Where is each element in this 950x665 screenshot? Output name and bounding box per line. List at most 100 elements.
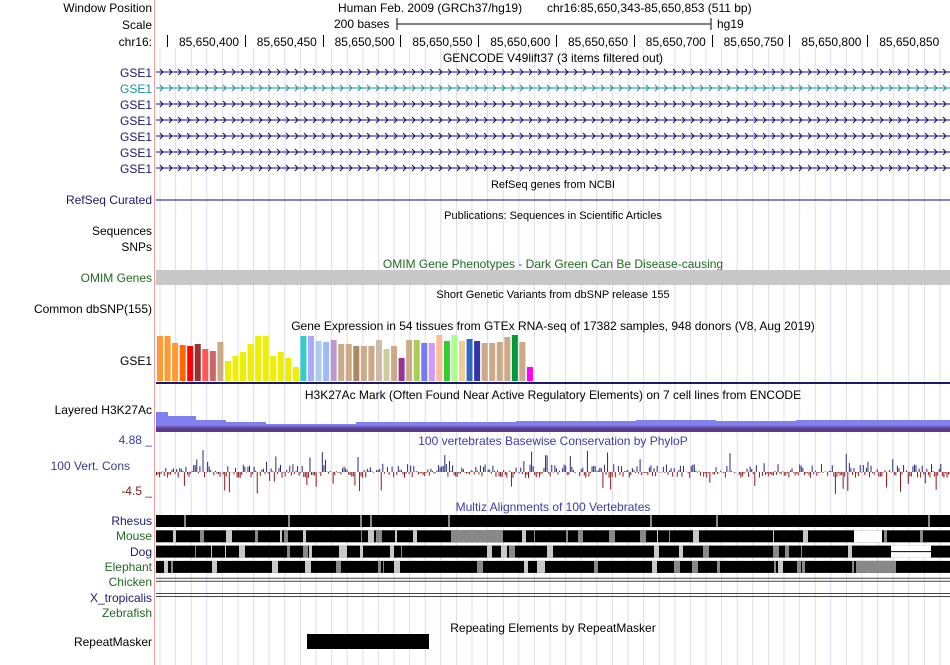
gtex-bar[interactable] [255,336,262,381]
refseq-track[interactable] [156,193,950,207]
gtex-bar[interactable] [262,336,269,381]
dbsnp-label[interactable]: Common dbSNP(155) [33,302,152,316]
gtex-bar[interactable] [187,346,194,381]
gtex-bar[interactable] [217,342,224,381]
gtex-bar[interactable] [202,349,209,381]
gtex-bar[interactable] [360,346,367,381]
gencode-item-label[interactable]: GSE1 [119,130,152,144]
gtex-bar[interactable] [172,343,179,381]
phylop-label[interactable]: 100 Vert. Cons [50,459,130,473]
phylop-track[interactable] [156,446,950,498]
omim-label[interactable]: OMIM Genes [80,271,152,285]
gtex-bar[interactable] [383,349,390,381]
gtex-bar[interactable] [338,344,345,381]
gtex-bar[interactable] [270,356,277,381]
multiz-species-label[interactable]: Mouse [115,529,152,544]
gtex-track[interactable] [156,334,950,386]
gtex-bar[interactable] [474,341,481,381]
multiz-species-row[interactable] [156,593,950,597]
phylop-mark [652,472,653,476]
gtex-bar[interactable] [368,346,375,381]
gtex-bar[interactable] [504,337,511,381]
repeatmasker-label[interactable]: RepeatMasker [73,635,152,649]
gtex-bar[interactable] [436,335,443,381]
repeat-element[interactable] [307,634,429,649]
multiz-species-row[interactable] [156,515,950,527]
gtex-bar[interactable] [209,351,216,381]
gtex-bar[interactable] [353,346,360,381]
gencode-transcript[interactable] [156,132,950,140]
gtex-bar[interactable] [240,352,247,381]
gencode-transcript[interactable] [156,116,950,124]
snps-label[interactable]: SNPs [121,240,152,254]
ruler-tick-label: 85,650,850 [879,35,940,49]
gencode-item-label[interactable]: GSE1 [119,66,152,80]
gtex-bar[interactable] [459,341,465,381]
gencode-item-label[interactable]: GSE1 [119,146,152,160]
gencode-item-label[interactable]: GSE1 [119,162,152,176]
gencode-transcript[interactable] [156,164,950,172]
gencode-item-label[interactable]: GSE1 [119,82,152,96]
gtex-label[interactable]: GSE1 [119,354,152,368]
gtex-bar[interactable] [511,335,518,381]
gtex-bar[interactable] [277,352,284,381]
gtex-bar[interactable] [428,343,435,381]
sequences-label[interactable]: Sequences [91,224,152,238]
gtex-bar[interactable] [323,342,330,381]
gencode-transcript[interactable] [156,84,950,92]
gtex-bar[interactable] [300,336,307,381]
multiz-species-row[interactable] [156,545,950,558]
gtex-bar[interactable] [466,339,473,381]
h3k27ac-track[interactable] [156,404,950,434]
multiz-track[interactable] [156,514,950,622]
gtex-bar[interactable] [375,340,382,381]
gtex-bar[interactable] [421,343,428,381]
phylop-mark [439,467,441,472]
gtex-bar[interactable] [451,335,458,381]
gtex-bar[interactable] [292,367,299,381]
gtex-bar[interactable] [391,346,398,381]
multiz-species-label[interactable]: Zebrafish [101,605,152,620]
multiz-species-label[interactable]: Elephant [104,559,152,574]
gtex-bar[interactable] [519,342,526,381]
multiz-species-row[interactable] [156,577,950,582]
gencode-item-label[interactable]: GSE1 [119,98,152,112]
gencode-item-label[interactable]: GSE1 [119,114,152,128]
gtex-bar[interactable] [443,341,450,381]
gtex-bar[interactable] [315,341,322,381]
gtex-bar[interactable] [179,345,186,381]
gtex-bar[interactable] [481,343,488,381]
refseq-label[interactable]: RefSeq Curated [65,193,152,207]
gtex-bar[interactable] [526,367,533,381]
gtex-bar[interactable] [164,336,171,381]
gencode-transcript[interactable] [156,68,950,76]
gencode-track[interactable] [156,64,950,180]
phylop-mark [944,472,946,474]
gtex-bar[interactable] [489,343,496,381]
gtex-bar[interactable] [247,344,254,381]
multiz-species-label[interactable]: Rhesus [111,514,152,528]
gencode-transcript[interactable] [156,148,950,156]
multiz-species-label[interactable]: Dog [129,544,152,559]
multiz-species-label[interactable]: Chicken [108,575,152,590]
gtex-bar[interactable] [285,358,292,381]
multiz-species-row[interactable] [156,560,950,573]
multiz-species-label[interactable]: X_tropicalis [89,590,152,605]
gtex-bar[interactable] [224,361,231,381]
gtex-bar[interactable] [330,340,337,381]
gencode-transcript[interactable] [156,100,950,108]
gtex-bar[interactable] [308,336,314,381]
gtex-bar[interactable] [345,344,352,381]
gtex-bar[interactable] [398,358,405,381]
multiz-species-row[interactable] [156,530,950,543]
gtex-bar[interactable] [157,336,163,381]
gtex-bar[interactable] [406,340,413,381]
gtex-bar[interactable] [194,344,201,381]
phylop-mark [481,472,483,477]
gtex-bar[interactable] [496,342,503,381]
h3k27ac-label[interactable]: Layered H3K27Ac [54,403,152,417]
gtex-bar[interactable] [232,356,239,381]
phylop-mark [712,472,714,475]
omim-bar[interactable] [156,270,950,285]
gtex-bar[interactable] [413,340,420,381]
